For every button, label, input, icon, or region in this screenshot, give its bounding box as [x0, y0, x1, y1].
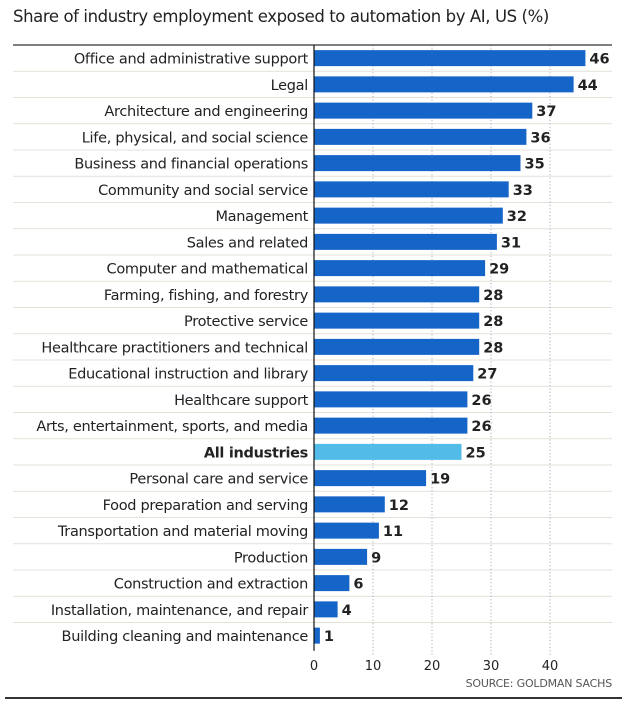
source-note: SOURCE: GOLDMAN SACHS — [465, 677, 613, 690]
bar — [314, 312, 480, 329]
category-label: Healthcare support — [174, 393, 309, 409]
bar — [314, 443, 462, 460]
category-label: Farming, fishing, and forestry — [104, 288, 309, 304]
value-label: 11 — [383, 524, 403, 540]
bar — [314, 181, 509, 198]
value-label: 33 — [513, 183, 533, 199]
bar — [314, 76, 574, 93]
category-label: Healthcare practitioners and technical — [41, 340, 308, 356]
value-label: 32 — [507, 209, 527, 225]
bar — [314, 496, 385, 513]
category-label: All industries — [204, 445, 308, 461]
category-label: Educational instruction and library — [68, 367, 308, 383]
value-label: 1 — [324, 629, 334, 645]
bar — [314, 601, 338, 618]
category-label: Management — [215, 209, 308, 225]
bar — [314, 102, 533, 119]
value-label: 28 — [483, 288, 503, 304]
category-label: Architecture and engineering — [104, 104, 308, 120]
bar — [314, 548, 368, 565]
category-label: Installation, maintenance, and repair — [51, 603, 309, 619]
category-label: Computer and mathematical — [107, 262, 309, 278]
value-label: 4 — [342, 603, 352, 619]
category-label: Arts, entertainment, sports, and media — [36, 419, 308, 435]
category-label: Business and financial operations — [74, 157, 308, 173]
bar — [314, 575, 350, 592]
value-label: 35 — [525, 157, 545, 173]
bar — [314, 286, 480, 303]
value-label: 25 — [466, 445, 486, 461]
bar — [314, 417, 468, 434]
category-label: Office and administrative support — [74, 52, 309, 68]
category-label: Community and social service — [98, 183, 308, 199]
chart-title: Share of industry employment exposed to … — [13, 7, 549, 26]
value-label: 26 — [471, 393, 491, 409]
value-label: 36 — [530, 130, 550, 146]
category-label: Personal care and service — [129, 472, 308, 488]
bar — [314, 128, 527, 145]
bar — [314, 522, 379, 539]
value-label: 46 — [589, 52, 609, 68]
bar — [314, 233, 497, 250]
value-label: 6 — [353, 577, 363, 593]
category-label: Transportation and material moving — [57, 524, 308, 540]
bar — [314, 155, 521, 172]
x-tick-label: 0 — [310, 659, 318, 674]
value-label: 19 — [430, 472, 450, 488]
x-tick-label: 20 — [424, 659, 441, 674]
value-label: 27 — [477, 367, 497, 383]
bar — [314, 260, 486, 277]
category-label: Food preparation and serving — [103, 498, 308, 514]
bar — [314, 470, 427, 487]
value-label: 12 — [389, 498, 409, 514]
value-label: 28 — [483, 340, 503, 356]
bar — [314, 50, 586, 67]
x-tick-label: 10 — [365, 659, 382, 674]
value-label: 37 — [536, 104, 556, 120]
category-label: Building cleaning and maintenance — [62, 629, 309, 645]
bar — [314, 365, 474, 382]
bar — [314, 207, 503, 224]
bar — [314, 627, 320, 644]
category-label: Construction and extraction — [114, 577, 308, 593]
category-label: Protective service — [184, 314, 308, 330]
value-label: 31 — [501, 235, 521, 251]
category-label: Legal — [271, 78, 308, 94]
value-label: 28 — [483, 314, 503, 330]
value-label: 9 — [371, 550, 381, 566]
category-label: Sales and related — [187, 235, 308, 251]
bar — [314, 338, 480, 355]
category-label: Life, physical, and social science — [82, 130, 309, 146]
category-label: Production — [234, 550, 308, 566]
value-label: 44 — [578, 78, 598, 94]
bar — [314, 391, 468, 408]
x-tick-label: 30 — [483, 659, 500, 674]
bottom-rule — [5, 697, 622, 699]
x-tick-label: 40 — [542, 659, 559, 674]
value-label: 29 — [489, 262, 509, 278]
value-label: 26 — [471, 419, 491, 435]
